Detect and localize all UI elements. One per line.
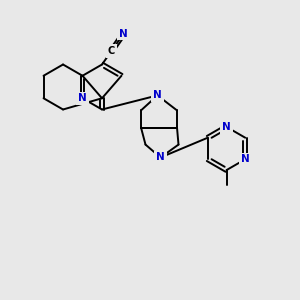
Text: N: N	[241, 154, 250, 164]
Text: N: N	[119, 29, 128, 39]
Text: N: N	[78, 93, 87, 103]
Text: N: N	[153, 90, 162, 100]
Text: C: C	[108, 46, 115, 56]
Text: N: N	[156, 152, 165, 163]
Text: N: N	[222, 122, 231, 132]
